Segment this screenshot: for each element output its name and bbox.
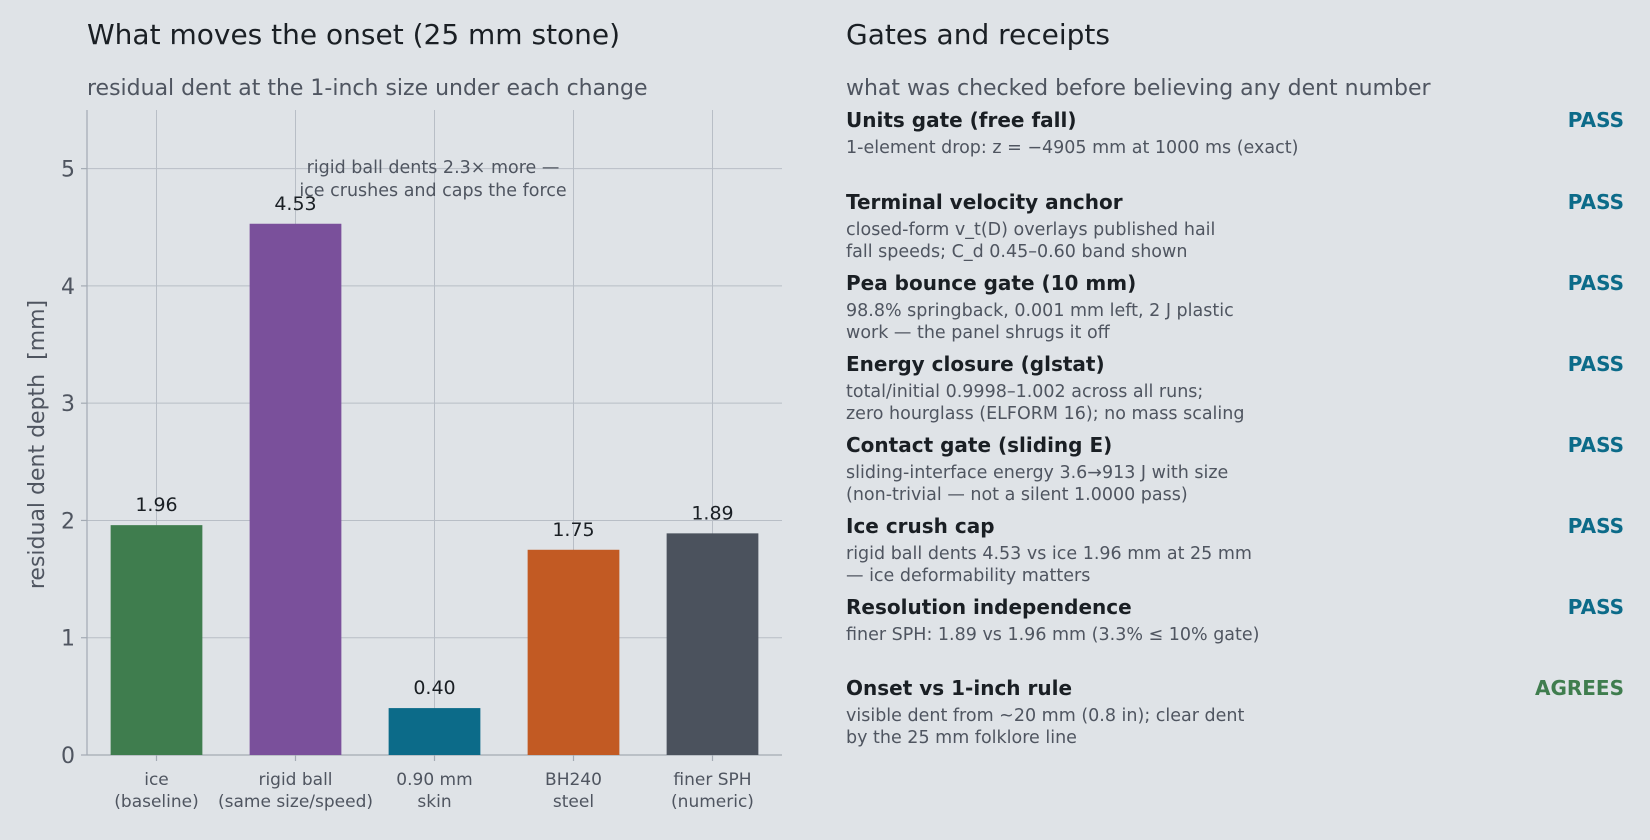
gate-name: Resolution independence	[846, 595, 1132, 619]
y-tick-label: 3	[61, 392, 75, 417]
gate-detail: closed-form v_t(D) overlays published ha…	[846, 219, 1215, 263]
bar	[527, 549, 620, 755]
gate-name: Terminal velocity anchor	[846, 190, 1123, 214]
gate-detail-line: — ice deformability matters	[846, 566, 1091, 586]
x-tick-label: rigid ball	[258, 770, 332, 790]
chart-annotation: rigid ball dents 2.3× more —	[307, 158, 560, 178]
gate-detail-line: rigid ball dents 4.53 vs ice 1.96 mm at …	[846, 544, 1252, 564]
bar-chart: 0 1 2 3 4 5 residual dent depth [mm] 1.96 ice(ba…	[25, 110, 782, 812]
chart-title: What moves the onset (25 mm stone)	[87, 18, 621, 51]
gate-detail-line: visible dent from ~20 mm (0.8 in); clear…	[846, 706, 1245, 726]
y-tick-label: 2	[61, 509, 75, 534]
gate-name: Units gate (free fall)	[846, 108, 1077, 132]
bar	[666, 533, 759, 755]
gate-name: Onset vs 1-inch rule	[846, 676, 1073, 700]
x-tick-label: (baseline)	[114, 792, 198, 812]
chart-annotation: ice crushes and caps the force	[299, 181, 566, 201]
gate-status: PASS	[1567, 108, 1624, 132]
gate-name: Contact gate (sliding E)	[846, 433, 1113, 457]
gate-detail-line: sliding-interface energy 3.6→913 J with …	[846, 463, 1229, 483]
x-tick-label: BH240	[545, 770, 602, 790]
y-tick-label: 0	[61, 744, 75, 769]
bar	[110, 525, 203, 755]
gate-name: Ice crush cap	[846, 514, 995, 538]
bar-value-label: 1.89	[691, 502, 733, 524]
x-tick-label: finer SPH	[673, 770, 751, 790]
gate-status: PASS	[1567, 514, 1624, 538]
gate-detail-line: by the 25 mm folklore line	[846, 728, 1077, 748]
gate-detail-line: total/initial 0.9998–1.002 across all ru…	[846, 382, 1204, 402]
y-tick-label: 4	[61, 275, 75, 300]
gate-detail: total/initial 0.9998–1.002 across all ru…	[846, 381, 1244, 425]
gate-detail-line: closed-form v_t(D) overlays published ha…	[846, 220, 1216, 240]
gate-status: AGREES	[1534, 676, 1624, 700]
y-tick-label: 1	[61, 627, 75, 652]
gate-detail-line: 1-element drop: z = −4905 mm at 1000 ms …	[846, 138, 1299, 158]
gate-detail-line: finer SPH: 1.89 vs 1.96 mm (3.3% ≤ 10% g…	[846, 625, 1260, 645]
gate-status: PASS	[1567, 271, 1624, 295]
gate-detail: sliding-interface energy 3.6→913 J with …	[846, 462, 1228, 506]
bar-value-label: 1.96	[135, 494, 177, 516]
bar-value-label: 1.75	[552, 519, 594, 541]
gate-status: PASS	[1567, 595, 1624, 619]
chart-subtitle: residual dent at the 1-inch size under e…	[87, 76, 648, 101]
gate-name: Pea bounce gate (10 mm)	[846, 271, 1137, 295]
bar-value-label: 0.40	[413, 677, 455, 699]
gate-detail-line: 98.8% springback, 0.001 mm left, 2 J pla…	[846, 301, 1234, 321]
gate-status: PASS	[1567, 433, 1624, 457]
gate-detail-line: work — the panel shrugs it off	[846, 323, 1110, 343]
x-tick-label: (same size/speed)	[218, 792, 373, 812]
gate-detail: 98.8% springback, 0.001 mm left, 2 J pla…	[846, 300, 1234, 344]
bar	[249, 223, 342, 756]
x-tick-label: steel	[553, 792, 594, 812]
bar-value-label: 4.53	[274, 193, 316, 215]
y-axis-label: residual dent depth [mm]	[25, 300, 50, 589]
gate-status: PASS	[1567, 352, 1624, 376]
bar	[388, 708, 481, 755]
x-tick-label: 0.90 mm	[396, 770, 472, 790]
gate-detail: 1-element drop: z = −4905 mm at 1000 ms …	[846, 137, 1298, 159]
y-tick-label: 5	[61, 158, 75, 183]
gate-status: PASS	[1567, 190, 1624, 214]
gates-subtitle: what was checked before believing any de…	[846, 76, 1431, 101]
gate-detail-line: fall speeds; C_d 0.45–0.60 band shown	[846, 242, 1188, 262]
x-tick-label: ice	[144, 770, 169, 790]
gate-detail: visible dent from ~20 mm (0.8 in); clear…	[846, 705, 1244, 749]
gate-name: Energy closure (glstat)	[846, 352, 1105, 376]
x-tick-label: skin	[417, 792, 451, 812]
gate-detail: rigid ball dents 4.53 vs ice 1.96 mm at …	[846, 543, 1252, 587]
gate-detail-line: (non-trivial — not a silent 1.0000 pass)	[846, 485, 1188, 505]
gate-detail-line: zero hourglass (ELFORM 16); no mass scal…	[846, 404, 1245, 424]
gates-title: Gates and receipts	[846, 18, 1110, 51]
x-tick-label: (numeric)	[671, 792, 754, 812]
gate-detail: finer SPH: 1.89 vs 1.96 mm (3.3% ≤ 10% g…	[846, 624, 1260, 646]
